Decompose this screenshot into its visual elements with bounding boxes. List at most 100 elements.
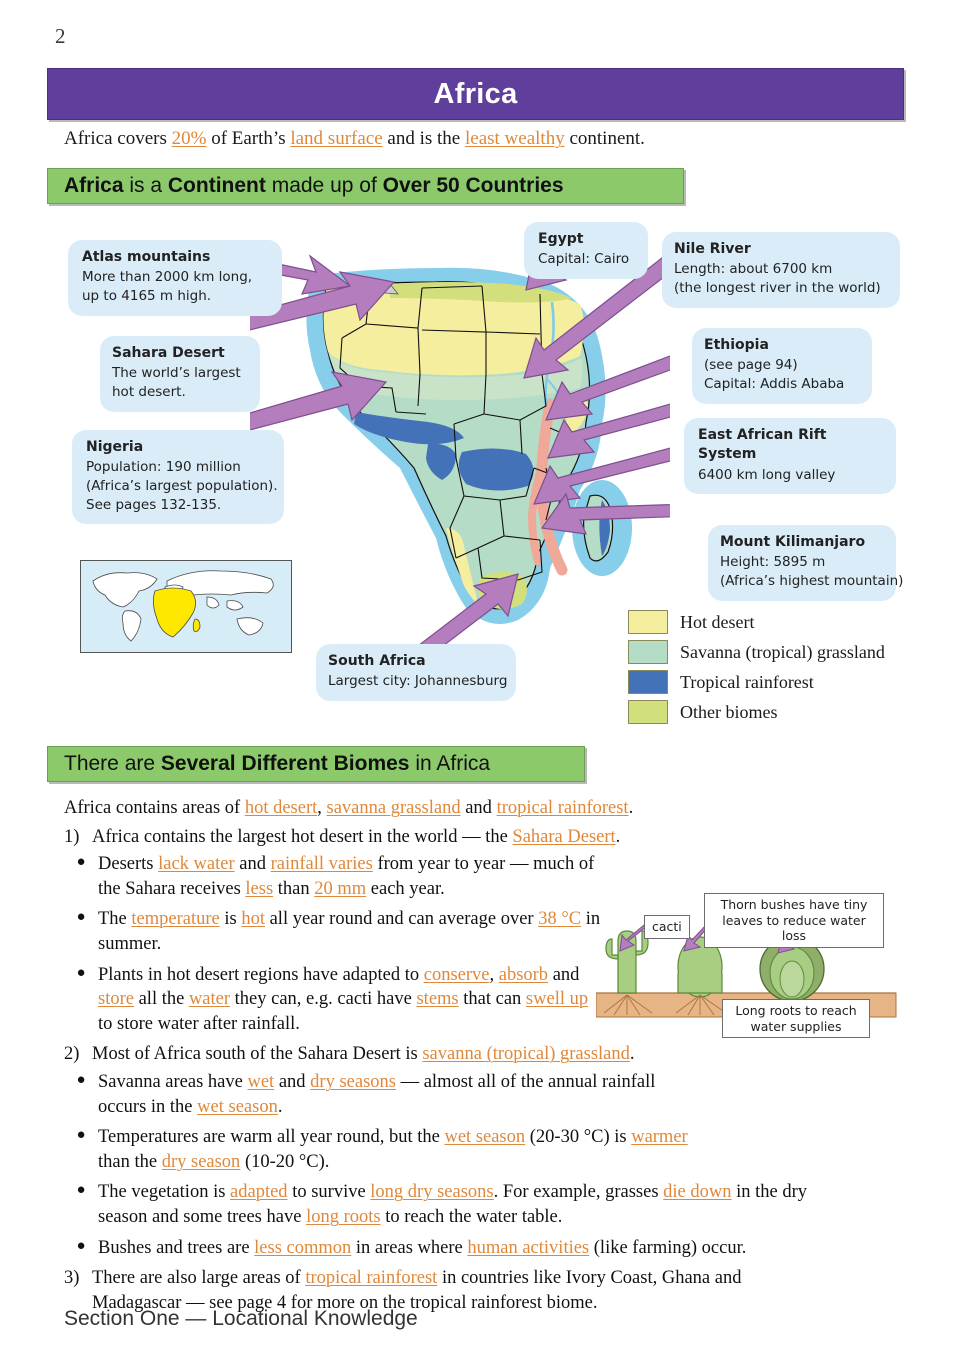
bullet-text: Savanna areas have wet and dry seasons —… [98, 1070, 658, 1119]
madagascar-inset [192, 618, 201, 632]
callout-sahara-desert: Sahara Desert The world’s largest hot de… [100, 336, 260, 412]
legend-label: Savanna (tropical) grassland [680, 641, 885, 662]
t: . [277, 1096, 283, 1117]
callout-line: More than 2000 km long, [82, 269, 253, 286]
callout-title: South Africa [328, 653, 426, 669]
t: Bushes and trees are [98, 1237, 255, 1258]
item-number: 3) [64, 1268, 80, 1289]
link-38-c: 38 °C [538, 909, 582, 930]
bullet-dot: ● [76, 1071, 86, 1088]
t: in summer. [98, 909, 601, 954]
biome-legend: Hot desert Savanna (tropical) grassland … [628, 610, 885, 730]
heading2-part-a: There are [64, 752, 161, 775]
item1-text: Africa contains the largest hot desert i… [92, 826, 513, 847]
list-item: ● The temperature is hot all year round … [64, 907, 899, 956]
t: in areas where [351, 1237, 468, 1258]
callout-line: (Africa’s largest population). [86, 477, 278, 494]
callout-title: Nigeria [86, 439, 144, 455]
item3-text: There are also large areas of [92, 1268, 306, 1289]
callout-title: Ethiopia [704, 337, 769, 353]
callout-title: Egypt [538, 231, 584, 247]
callout-nigeria: Nigeria Population: 190 million (Africa’… [72, 430, 284, 525]
link-dry-season: dry season [161, 1151, 241, 1172]
callout-south-africa: South Africa Largest city: Johannesburg [316, 644, 516, 701]
bullet-text: Temperatures are warm all year round, bu… [98, 1125, 718, 1174]
item3-text: in countries like Ivory Coast, Ghana and… [92, 1268, 742, 1313]
t: — almost all of the annual rainfall occu… [98, 1071, 656, 1117]
callout-mount-kilimanjaro: Mount Kilimanjaro Height: 5895 m (Africa… [708, 525, 904, 601]
cactus-barrel-roots [675, 994, 727, 1016]
bullet-text: Deserts lack water and rainfall varies f… [98, 852, 603, 901]
link-water: water [188, 989, 231, 1010]
link-temperature: temperature [131, 909, 220, 930]
numbered-item-2: 2) Most of Africa south of the Sahara De… [64, 1042, 899, 1067]
t: to survive [287, 1182, 371, 1203]
link-conserve: conserve [423, 964, 490, 985]
callout-egypt: Egypt Capital: Cairo [524, 222, 648, 279]
list-item: ● The vegetation is adapted to survive l… [64, 1180, 899, 1229]
heading1-part-b: is a [123, 174, 168, 197]
link-less: less [245, 878, 274, 899]
legend-label: Tropical rainforest [680, 671, 814, 692]
callout-title: Mount Kilimanjaro [720, 534, 866, 550]
world-locator-inset [80, 560, 292, 653]
biomes-lead-sentence: Africa contains areas of hot desert, sav… [64, 796, 899, 821]
country-borders [339, 285, 565, 581]
label-line: water supplies [750, 1018, 842, 1034]
link-land-surface: land surface [290, 128, 383, 149]
legend-swatch [628, 670, 668, 694]
bullet-list-savanna: ● Savanna areas have wet and dry seasons… [64, 1070, 899, 1260]
link-swell-up: swell up [525, 989, 589, 1010]
bullet-text: The temperature is hot all year round an… [98, 907, 603, 956]
link-dry-seasons: dry seasons [310, 1071, 396, 1092]
rainforest-gabon [426, 443, 456, 480]
lead-text: , [317, 798, 327, 818]
t: Savanna areas have [98, 1071, 248, 1092]
t: to reach the water table. [380, 1206, 563, 1227]
north-america [92, 572, 158, 608]
biomes-body-text: Africa contains areas of hot desert, sav… [64, 796, 899, 1317]
arrow-to-cactus-tall [619, 924, 647, 952]
t: they can, e.g. cacti have [230, 989, 417, 1010]
legend-item-rainforest: Tropical rainforest [628, 670, 885, 694]
t: each year. [366, 878, 445, 899]
callout-line: (Africa’s highest mountain) [720, 572, 904, 589]
heading1-part-c: Continent [167, 174, 266, 197]
legend-swatch [628, 610, 668, 634]
section-heading-biomes: There are Several Different Biomes in Af… [47, 746, 585, 782]
t: is [219, 909, 242, 930]
t: and [548, 964, 580, 985]
link-wet: wet [247, 1071, 275, 1092]
t: all the [133, 989, 189, 1010]
bullet-dot: ● [76, 854, 86, 871]
link-hot: hot [241, 909, 265, 930]
link-die-down: die down [663, 1182, 732, 1203]
link-tropical-rainforest: tropical rainforest [496, 798, 629, 818]
arrow-to-cactus-barrel [683, 924, 709, 952]
callout-line: Height: 5895 m [720, 554, 826, 571]
legend-item-hot-desert: Hot desert [628, 610, 885, 634]
link-long-dry-seasons: long dry seasons [370, 1182, 494, 1203]
t: than [273, 878, 315, 899]
numbered-item-3: 3) There are also large areas of tropica… [64, 1266, 899, 1315]
callout-ethiopia: Ethiopia (see page 94) Capital: Addis Ab… [692, 328, 872, 404]
legend-swatch [628, 700, 668, 724]
link-hot-desert: hot desert [244, 798, 318, 818]
callout-line: See pages 132-135. [86, 496, 222, 513]
callout-title: East African Rift System [698, 427, 827, 463]
t: Deserts [98, 854, 159, 875]
link-absorb: absorb [498, 964, 549, 985]
callout-line: hot desert. [112, 383, 186, 400]
item-number: 2) [64, 1044, 80, 1065]
item2-text: . [629, 1044, 635, 1065]
intro-sentence: Africa covers 20% of Earth’s land surfac… [64, 128, 894, 150]
item-text: Africa contains the largest hot desert i… [92, 825, 899, 850]
t: . For example, grasses [493, 1182, 664, 1203]
item2-text: Most of Africa south of the Sahara Deser… [92, 1044, 423, 1065]
link-wet-season: wet season [197, 1096, 278, 1117]
callout-title: Sahara Desert [112, 345, 225, 361]
label-line: Long roots to reach [735, 1003, 857, 1018]
callout-line: Length: about 6700 km [674, 261, 833, 278]
legend-item-savanna: Savanna (tropical) grassland [628, 640, 885, 664]
